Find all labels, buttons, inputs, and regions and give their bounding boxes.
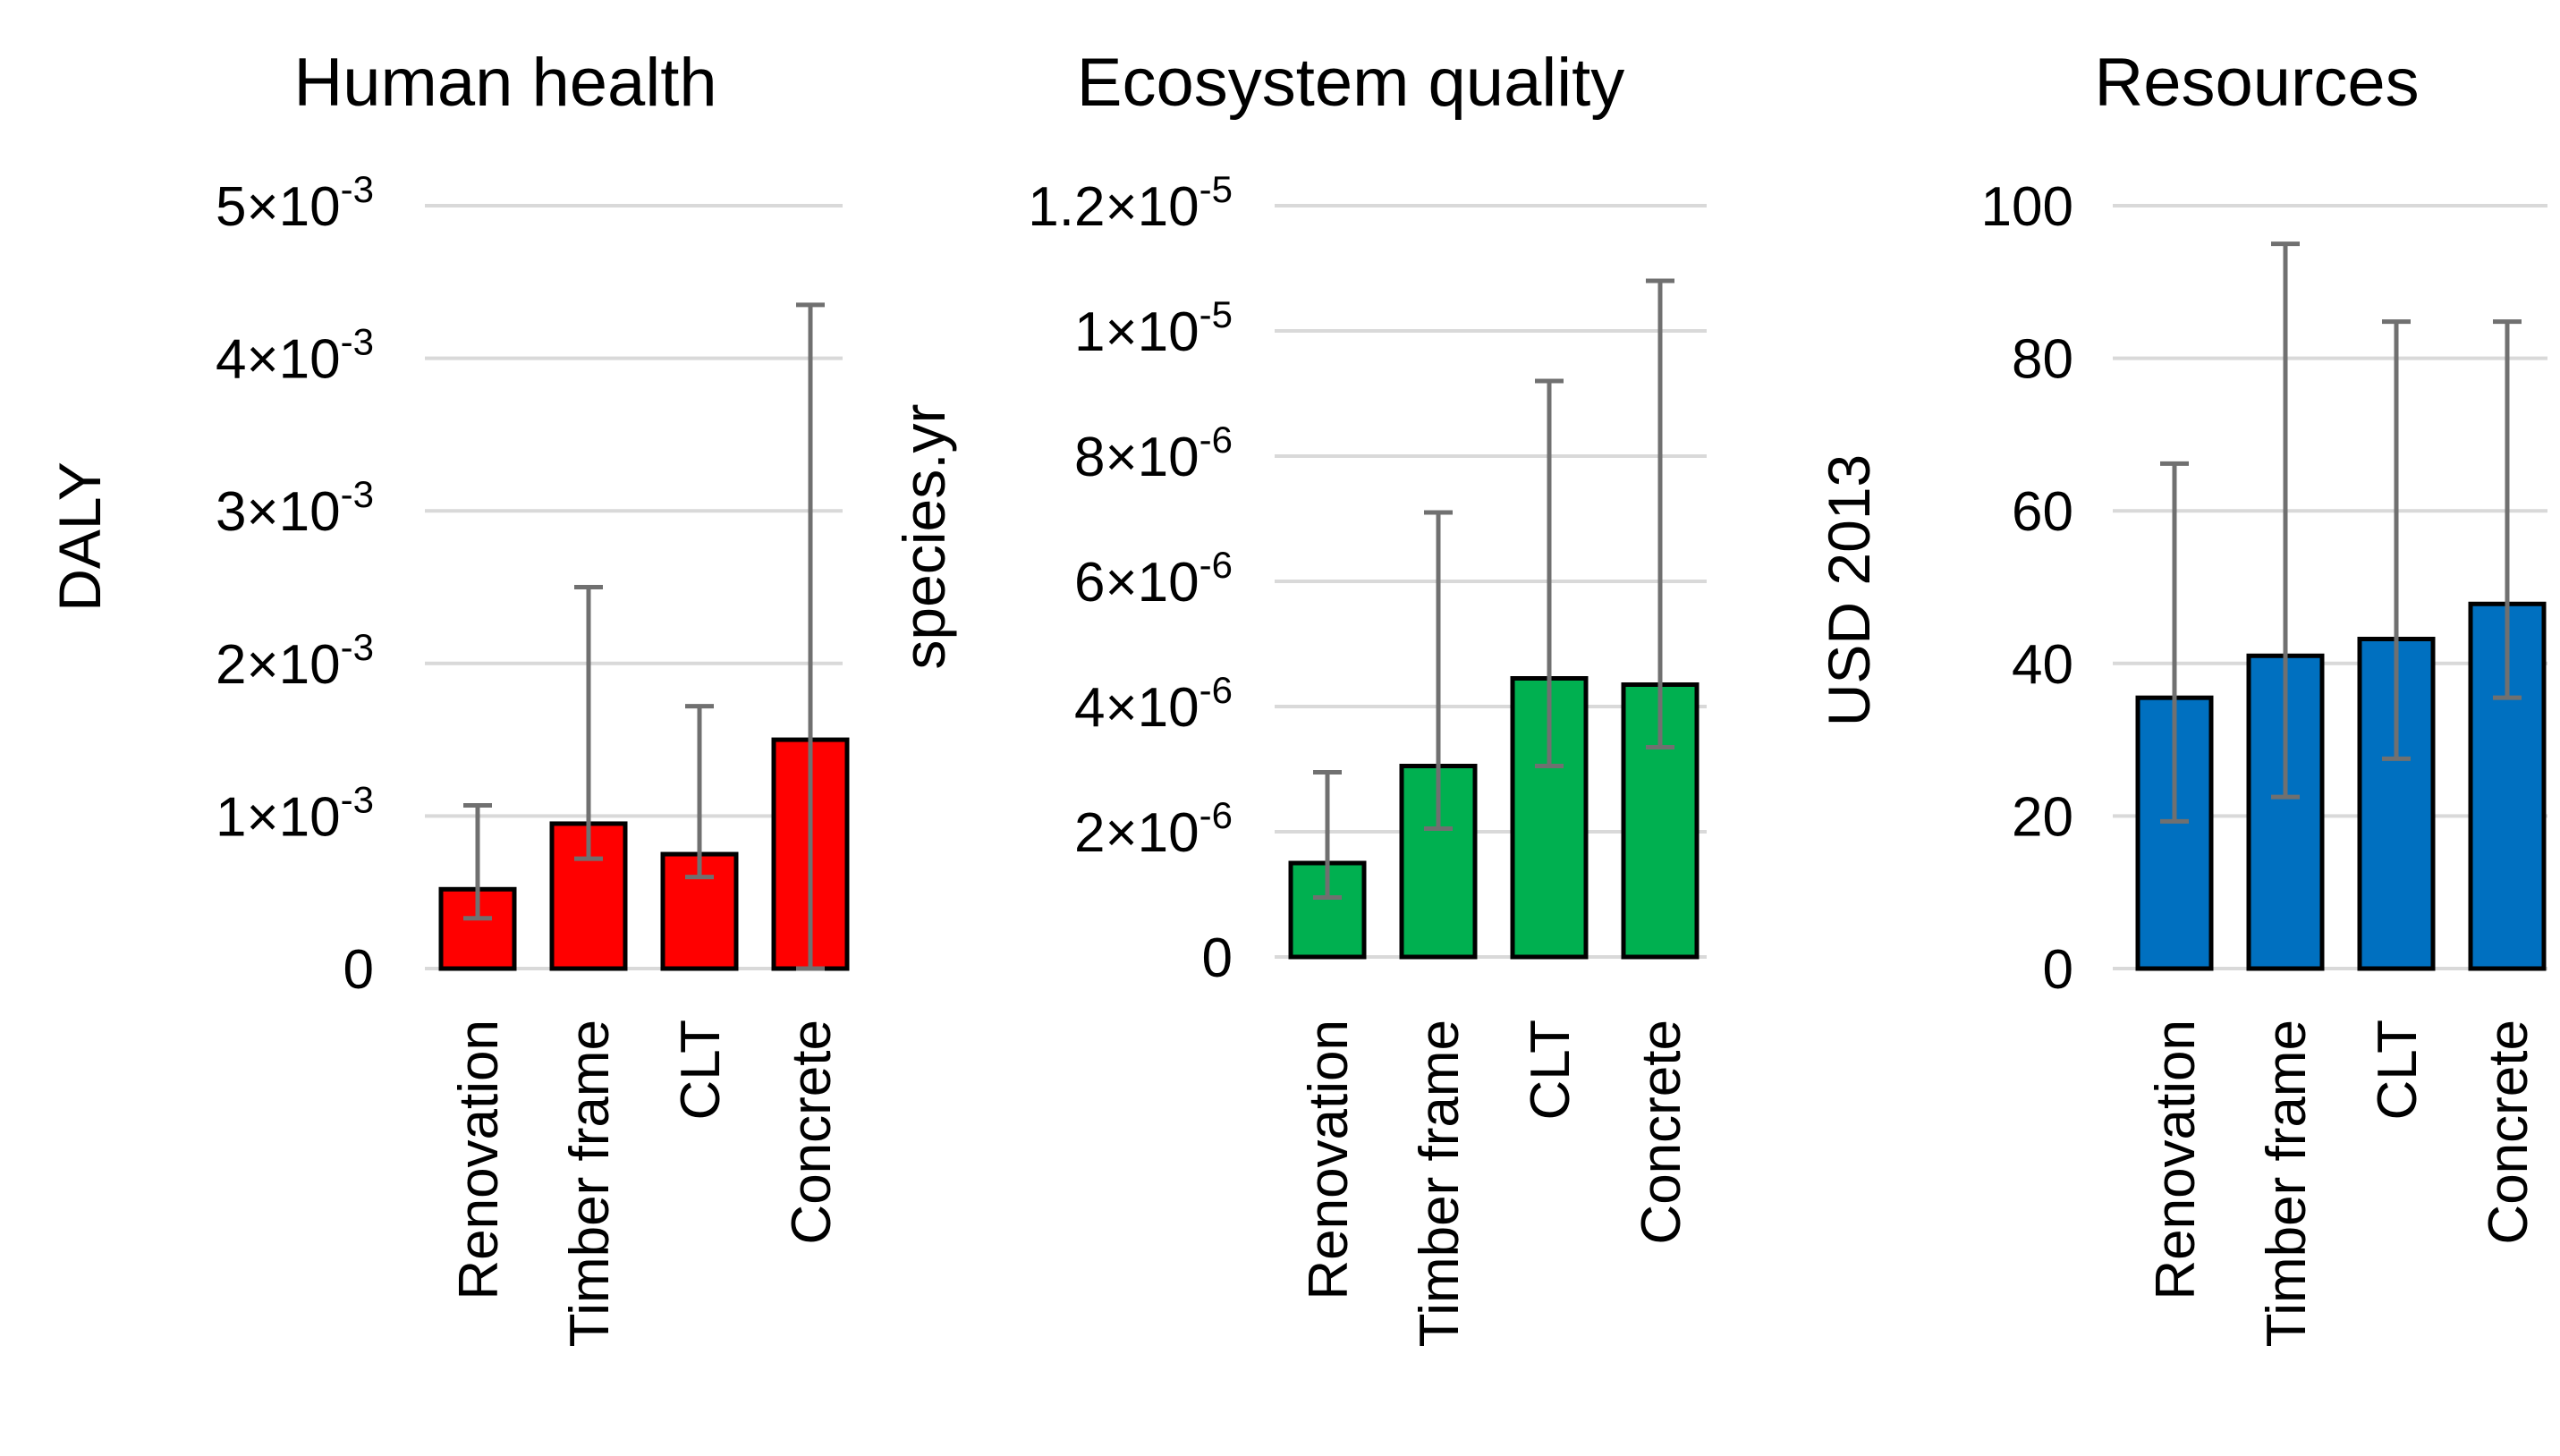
y-tick-label: 100 bbox=[1981, 176, 2073, 238]
y-tick-label: 1.2×10-5 bbox=[1028, 168, 1233, 238]
y-tick-label: 80 bbox=[2012, 329, 2073, 391]
x-category-label: Renovation bbox=[448, 1020, 510, 1300]
x-category-label: Renovation bbox=[1298, 1020, 1360, 1300]
y-axis-label: DALY bbox=[47, 461, 113, 612]
y-tick-label: 0 bbox=[343, 939, 374, 1001]
x-category-label: Timber frame bbox=[2256, 1020, 2318, 1347]
y-tick-label: 0 bbox=[1202, 927, 1233, 989]
y-tick-label: 8×10-6 bbox=[1074, 419, 1233, 488]
y-tick-label: 20 bbox=[2012, 786, 2073, 848]
y-tick-label: 6×10-6 bbox=[1074, 544, 1233, 614]
y-tick-label: 2×10-6 bbox=[1074, 794, 1233, 864]
x-category-label: Timber frame bbox=[559, 1020, 621, 1347]
x-category-label: Timber frame bbox=[1409, 1020, 1471, 1347]
x-category-label: Concrete bbox=[1631, 1020, 1692, 1245]
y-axis-label: USD 2013 bbox=[1816, 454, 1882, 727]
chart-title: Human health bbox=[293, 45, 716, 121]
x-category-label: Concrete bbox=[781, 1020, 843, 1245]
x-category-label: CLT bbox=[2367, 1020, 2429, 1121]
chart-panel-2: Resources USD 2013 0 20 40 60 80 100 Renovation T… bbox=[1816, 45, 2547, 1347]
y-tick-label: 1×10-5 bbox=[1074, 293, 1233, 363]
x-category-label: CLT bbox=[670, 1020, 732, 1121]
y-tick-label: 40 bbox=[2012, 634, 2073, 696]
y-tick-label: 60 bbox=[2012, 481, 2073, 543]
y-tick-label: 3×10-3 bbox=[216, 473, 374, 543]
chart-panel-1: Ecosystem quality species.yr 0 2×10-6 4×10-6… bbox=[891, 45, 1707, 1347]
chart-panel-0: Human health DALY 0 1×10-3 2×10-3 3×10-3 4×10-… bbox=[47, 45, 850, 1347]
chart-title: Ecosystem quality bbox=[1077, 45, 1624, 121]
x-category-label: CLT bbox=[1520, 1020, 1581, 1121]
y-tick-label: 5×10-3 bbox=[216, 168, 374, 238]
x-category-label: Concrete bbox=[2478, 1020, 2539, 1245]
chart-title: Resources bbox=[2094, 45, 2419, 121]
y-tick-label: 4×10-6 bbox=[1074, 669, 1233, 739]
y-tick-label: 4×10-3 bbox=[216, 321, 374, 391]
x-category-label: Renovation bbox=[2145, 1020, 2207, 1300]
y-tick-label: 1×10-3 bbox=[216, 778, 374, 848]
y-tick-label: 0 bbox=[2043, 939, 2073, 1001]
y-axis-label: species.yr bbox=[891, 403, 957, 669]
y-tick-label: 2×10-3 bbox=[216, 626, 374, 696]
